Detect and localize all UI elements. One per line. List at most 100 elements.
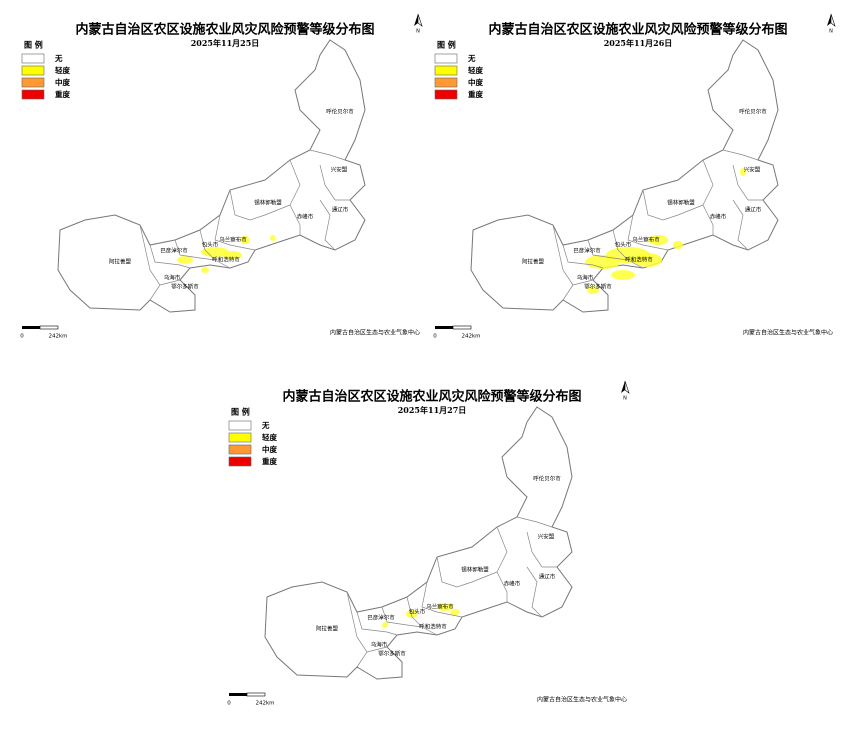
region-boundary xyxy=(366,646,388,653)
region-boundary xyxy=(159,279,181,286)
legend-title: 图 例 xyxy=(437,40,456,50)
region-label: 呼伦贝尔市 xyxy=(326,108,354,116)
region-label: 呼伦贝尔市 xyxy=(739,108,767,116)
region-label: 包头市 xyxy=(202,241,219,249)
region-boundary xyxy=(406,596,438,636)
region-label: 巴彦淖尔市 xyxy=(160,247,188,255)
warning-area xyxy=(270,235,276,241)
north-arrow xyxy=(414,14,418,26)
region-label: 呼和浩特市 xyxy=(212,256,240,264)
scale-bar-white xyxy=(452,325,472,330)
region-label: 兴安盟 xyxy=(744,166,761,174)
region-boundary xyxy=(346,591,368,668)
region-label: 锡林郭勒盟 xyxy=(461,566,489,574)
region-label: 呼和浩特市 xyxy=(419,623,447,631)
legend-swatch xyxy=(434,89,458,100)
region-label: 包头市 xyxy=(409,608,426,616)
legend-label: 轻度 xyxy=(262,432,277,442)
region-outline xyxy=(57,39,366,313)
region-boundary xyxy=(309,149,346,161)
region-label: 兴安盟 xyxy=(331,166,348,174)
region-label: 通辽市 xyxy=(539,573,556,581)
legend-swatch xyxy=(228,444,252,455)
warning-area xyxy=(740,168,746,176)
north-label: N xyxy=(416,29,420,35)
region-label: 阿拉善盟 xyxy=(316,625,339,633)
legend-swatch xyxy=(434,77,458,88)
region-label: 包头市 xyxy=(615,241,632,249)
north-arrow-outline xyxy=(830,13,836,27)
warning-area xyxy=(406,610,418,618)
warning-area xyxy=(634,253,662,267)
legend-label: 无 xyxy=(54,54,63,63)
scale-start: 0 xyxy=(433,334,437,340)
north-arrow-outline xyxy=(417,13,423,27)
legend-swatch xyxy=(21,89,45,100)
region-boundary xyxy=(526,566,543,618)
warning-area xyxy=(437,603,453,611)
region-boundary xyxy=(214,214,256,251)
legend-swatch xyxy=(228,456,252,467)
map-title: 内蒙古自治区农区设施农业风灾风险预警等级分布图 xyxy=(75,22,374,38)
legend-swatch xyxy=(21,53,45,64)
region-label: 乌兰察布市 xyxy=(219,236,247,244)
warning-area xyxy=(222,251,242,259)
source-label: 内蒙古自治区生态与农业气象中心 xyxy=(743,329,833,337)
legend-label: 无 xyxy=(467,54,476,63)
legend-label: 轻度 xyxy=(468,65,483,75)
region-label: 赤峰市 xyxy=(297,213,314,221)
warning-area xyxy=(611,270,635,280)
warning-area xyxy=(587,286,599,294)
region-boundary xyxy=(199,229,231,269)
scale-bar-black xyxy=(22,326,40,329)
region-boundary xyxy=(229,189,291,221)
region-boundary xyxy=(356,611,398,636)
region-label: 通辽市 xyxy=(745,206,762,214)
region-label: 通辽市 xyxy=(332,206,349,214)
region-label: 巴彦淖尔市 xyxy=(573,247,601,255)
region-label: 鄂尔多斯市 xyxy=(171,283,199,291)
region-boundary xyxy=(612,229,644,269)
region-label: 呼和浩特市 xyxy=(625,256,653,264)
region-label: 兴安盟 xyxy=(538,533,555,541)
legend-title: 图 例 xyxy=(24,40,43,50)
region-boundary xyxy=(421,581,463,618)
scale-end: 242km xyxy=(461,334,480,340)
region-label: 鄂尔多斯市 xyxy=(584,283,612,291)
legend-label: 轻度 xyxy=(55,65,70,75)
legend-swatch xyxy=(434,53,458,64)
legend-label: 中度 xyxy=(55,77,70,87)
region-boundary xyxy=(149,244,191,269)
region-label: 乌兰察布市 xyxy=(426,603,454,611)
north-arrow xyxy=(621,381,625,393)
map-title: 内蒙古自治区农区设施农业风灾风险预警等级分布图 xyxy=(282,389,581,405)
legend-swatch xyxy=(21,77,45,88)
source-label: 内蒙古自治区生态与农业气象中心 xyxy=(330,329,420,337)
scale-bar-black xyxy=(435,326,453,329)
legend-swatch xyxy=(434,65,458,76)
region-boundary xyxy=(516,516,553,528)
region-boundary xyxy=(436,556,498,588)
region-label: 巴彦淖尔市 xyxy=(367,614,395,622)
warning-area xyxy=(450,609,460,615)
region-label: 乌海市 xyxy=(164,274,181,282)
warning-area xyxy=(240,236,250,244)
scale-bar-black xyxy=(229,693,247,696)
region-label: 呼伦贝尔市 xyxy=(533,475,561,483)
warning-area xyxy=(201,247,229,257)
region-outline xyxy=(470,39,779,313)
scale-bar-white xyxy=(246,692,266,697)
region-label: 锡林郭勒盟 xyxy=(667,199,695,207)
region-boundary xyxy=(732,199,749,251)
region-boundary xyxy=(552,224,574,301)
source-label: 内蒙古自治区生态与农业气象中心 xyxy=(537,696,627,704)
legend-label: 无 xyxy=(261,421,270,430)
region-label: 鄂尔多斯市 xyxy=(378,650,406,658)
warning-area xyxy=(648,235,668,245)
region-boundary xyxy=(319,164,350,201)
region-boundary xyxy=(526,531,557,568)
scale-start: 0 xyxy=(20,334,24,340)
region-boundary xyxy=(139,224,161,301)
